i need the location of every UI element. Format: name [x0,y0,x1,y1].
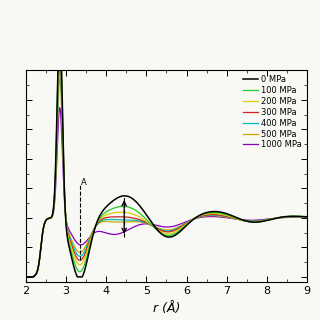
200 MPa [24,275,28,279]
100 MPa [305,215,309,219]
200 MPa [300,215,304,219]
300 MPa [269,217,273,221]
300 MPa [73,251,76,255]
Line: 1000 MPa: 1000 MPa [26,108,307,277]
200 MPa [132,212,136,216]
400 MPa [58,66,62,69]
1000 MPa [24,275,28,279]
200 MPa [73,255,76,259]
100 MPa [24,275,28,279]
500 MPa [58,77,62,81]
300 MPa [24,275,28,279]
300 MPa [305,215,309,219]
500 MPa [144,221,148,225]
500 MPa [300,215,304,219]
0 MPa [269,217,273,221]
200 MPa [58,43,62,46]
1000 MPa [305,216,309,220]
500 MPa [305,215,309,219]
200 MPa [56,89,60,93]
400 MPa [56,106,60,110]
500 MPa [269,217,273,221]
0 MPa [73,267,76,271]
300 MPa [144,220,148,224]
500 MPa [56,114,60,118]
0 MPa [58,26,62,30]
0 MPa [132,198,136,202]
400 MPa [144,221,148,225]
1000 MPa [58,106,62,110]
400 MPa [269,217,273,221]
300 MPa [132,216,136,220]
200 MPa [144,219,148,223]
500 MPa [132,220,136,224]
0 MPa [56,77,60,81]
1000 MPa [300,215,304,219]
300 MPa [300,215,304,219]
Line: 500 MPa: 500 MPa [26,79,307,277]
400 MPa [300,215,304,219]
300 MPa [56,98,60,101]
1000 MPa [269,217,273,220]
Line: 0 MPa: 0 MPa [26,28,307,277]
100 MPa [73,261,76,265]
1000 MPa [73,238,76,242]
100 MPa [56,81,60,84]
Line: 100 MPa: 100 MPa [26,33,307,277]
200 MPa [305,215,309,219]
200 MPa [269,217,273,221]
400 MPa [73,248,76,252]
0 MPa [300,215,304,219]
400 MPa [305,215,309,219]
100 MPa [300,214,304,218]
1000 MPa [56,135,60,139]
100 MPa [132,207,136,211]
400 MPa [132,218,136,222]
100 MPa [58,31,62,35]
1000 MPa [132,225,136,229]
0 MPa [305,215,309,219]
0 MPa [144,212,148,216]
X-axis label: r (Å): r (Å) [153,302,180,315]
Line: 300 MPa: 300 MPa [26,56,307,277]
100 MPa [144,217,148,221]
300 MPa [58,54,62,58]
Legend: 0 MPa, 100 MPa, 200 MPa, 300 MPa, 400 MPa, 500 MPa, 1000 MPa: 0 MPa, 100 MPa, 200 MPa, 300 MPa, 400 MP… [240,72,306,153]
100 MPa [269,217,273,221]
500 MPa [73,244,76,248]
Line: 400 MPa: 400 MPa [26,68,307,277]
Text: A: A [81,178,86,187]
Line: 200 MPa: 200 MPa [26,44,307,277]
0 MPa [24,275,28,279]
1000 MPa [144,222,148,226]
500 MPa [24,275,28,279]
400 MPa [24,275,28,279]
